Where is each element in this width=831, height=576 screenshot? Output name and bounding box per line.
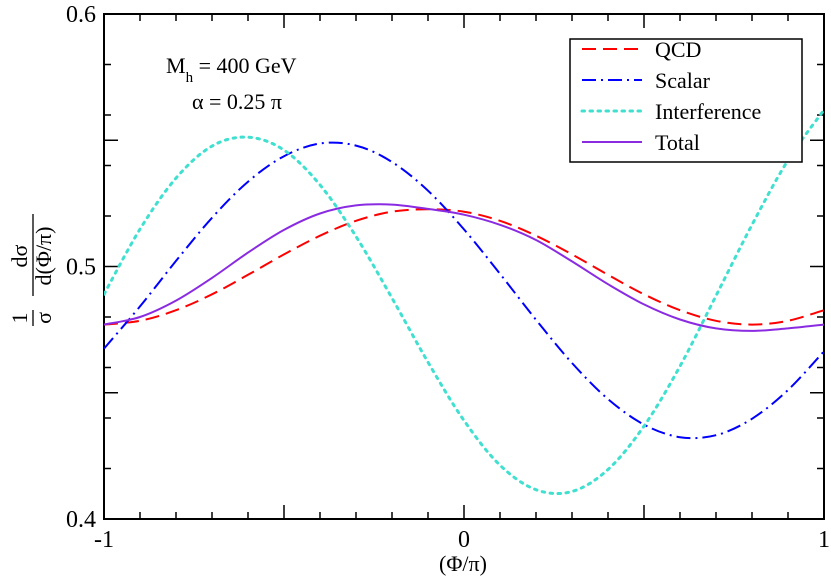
x-tick-label: 0 [458,527,470,553]
axis-ticks [103,13,825,520]
legend-label-interference: Interference [655,99,761,124]
legend-label-total: Total [655,130,700,155]
mass-value: = 400 GeV [193,53,297,78]
y-tick-label: 0.4 [66,507,96,533]
mass-annotation: Mh = 400 GeV [166,53,297,86]
y-tick-label: 0.6 [66,2,96,28]
series-lines [104,108,824,496]
mass-subscript: h [186,70,194,86]
x-tick-label: -1 [94,527,114,553]
y-label-numerator: dσ [7,244,32,267]
series-line-scalar [104,141,824,440]
tick-labels: -1 0 1 0.4 0.5 0.6 [66,2,830,553]
y-label-denominator: d(Φ/π) [31,227,56,286]
legend-label-scalar: Scalar [655,68,711,93]
series-line-interference [104,108,824,496]
x-tick-label: 1 [818,527,830,553]
y-axis-label: 1 σ dσ d(Φ/π) [7,214,56,326]
alpha-annotation: α = 0.25 π [192,89,282,114]
y-label-one: 1 [7,313,32,324]
legend-label-qcd: QCD [655,37,701,62]
y-label-sigma: σ [31,312,56,324]
mass-symbol: M [166,53,186,78]
series-line-qcd [104,208,824,326]
series-line-total [104,203,824,332]
y-tick-label: 0.5 [66,255,96,281]
x-axis-label: (Φ/π) [439,551,487,576]
legend: QCD Scalar Interference Total [580,37,761,155]
